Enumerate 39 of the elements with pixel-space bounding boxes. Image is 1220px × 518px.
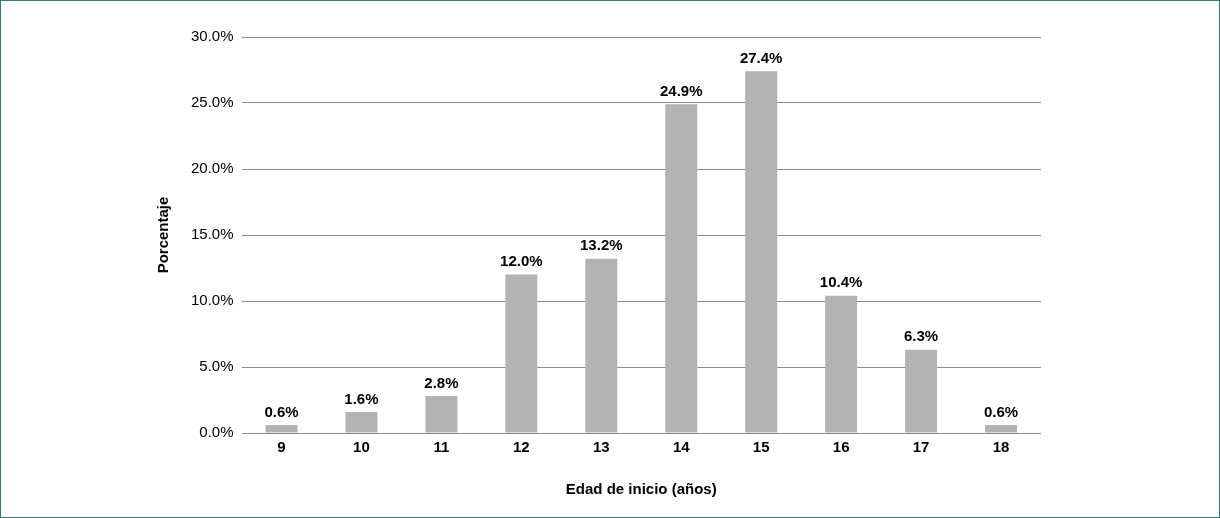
x-tick-label: 12 — [513, 438, 530, 456]
bar — [345, 411, 378, 433]
bar — [745, 71, 778, 433]
x-axis-title: Edad de inicio (años) — [565, 480, 717, 498]
bar — [905, 349, 938, 433]
x-tick-label: 9 — [277, 438, 286, 456]
bar — [585, 258, 618, 433]
bar — [505, 274, 538, 433]
data-label: 0.6% — [983, 402, 1019, 420]
x-tick-label: 15 — [752, 438, 770, 456]
x-tick-label: 14 — [672, 438, 691, 456]
bar — [665, 104, 698, 433]
y-tick-label: 5.0% — [199, 357, 234, 375]
x-tick-label: 17 — [912, 438, 930, 456]
x-tick-label: 10 — [353, 438, 370, 456]
y-tick-label: 0.0% — [199, 423, 234, 441]
data-label: 12.0% — [500, 252, 543, 270]
x-tick-label: 11 — [433, 438, 450, 456]
data-label: 0.6% — [264, 402, 299, 420]
bar — [825, 295, 858, 433]
y-tick-label: 15.0% — [190, 225, 234, 243]
bar — [265, 425, 298, 433]
y-tick-label: 30.0% — [190, 27, 234, 45]
data-label: 24.9% — [659, 81, 703, 99]
bar — [985, 425, 1018, 433]
x-tick-label: 16 — [832, 438, 850, 456]
data-label: 2.8% — [424, 373, 459, 391]
x-tick-label: 13 — [592, 438, 610, 456]
y-tick-label: 25.0% — [190, 93, 234, 111]
data-label: 10.4% — [819, 273, 863, 291]
y-tick-label: 20.0% — [190, 159, 234, 177]
bar — [425, 396, 458, 433]
data-label: 13.2% — [580, 236, 623, 254]
y-axis-title: Porcentaje — [154, 196, 172, 274]
data-label: 6.3% — [903, 327, 939, 345]
y-tick-label: 10.0% — [190, 291, 234, 309]
data-label: 27.4% — [739, 48, 783, 66]
x-tick-label: 18 — [992, 438, 1010, 456]
data-label: 1.6% — [344, 389, 379, 407]
